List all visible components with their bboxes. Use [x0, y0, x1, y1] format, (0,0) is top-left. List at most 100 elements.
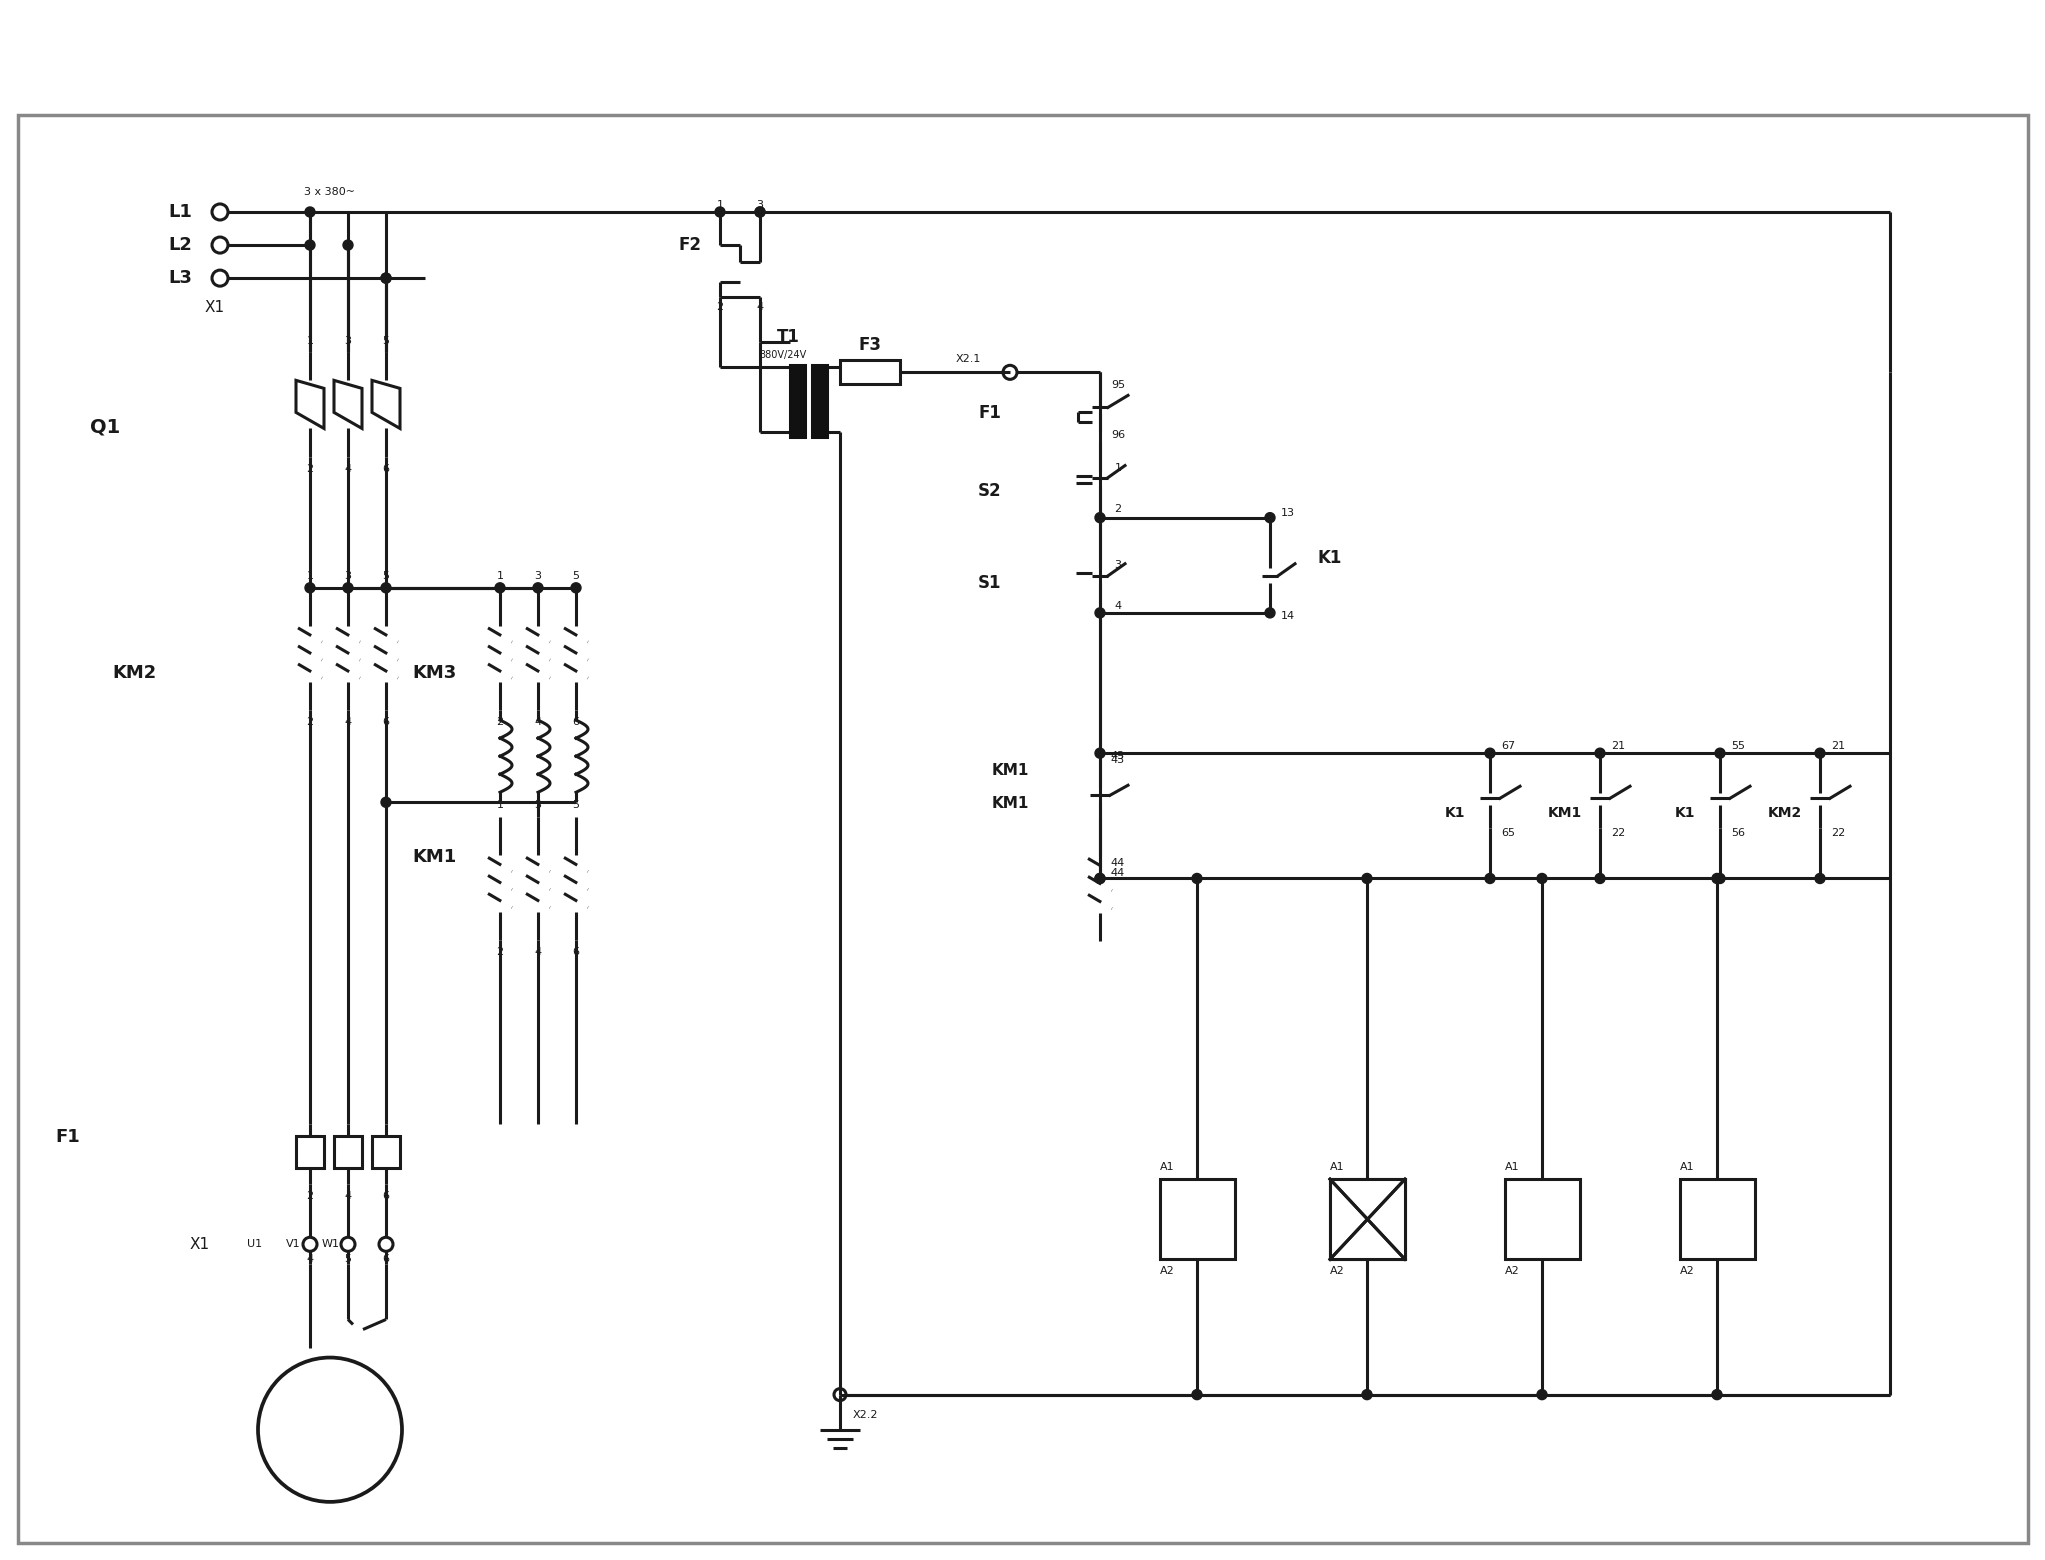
Text: 6: 6	[573, 947, 579, 956]
Text: L1: L1	[168, 203, 192, 222]
Text: 4: 4	[534, 718, 542, 727]
Circle shape	[1595, 749, 1605, 758]
Bar	[1160, 1179, 1235, 1259]
Text: 4: 4	[1115, 601, 1121, 612]
Text: 6: 6	[382, 1254, 389, 1264]
Text: A1: A1	[1160, 1162, 1174, 1172]
Bar	[1329, 1179, 1405, 1259]
Text: 2: 2	[497, 718, 503, 727]
Text: 21: 21	[1611, 741, 1626, 752]
Text: 65: 65	[1501, 828, 1515, 838]
Text: A2: A2	[1505, 1267, 1519, 1276]
Text: 1: 1	[497, 571, 503, 580]
Text: 4: 4	[344, 718, 352, 727]
Text: 5: 5	[573, 800, 579, 810]
Bar	[1681, 1179, 1755, 1259]
Circle shape	[1816, 874, 1824, 883]
Text: 1: 1	[1115, 463, 1121, 473]
Circle shape	[1595, 874, 1605, 883]
Text: 4: 4	[344, 463, 352, 474]
Text: KM1: KM1	[1699, 1212, 1734, 1226]
Circle shape	[1094, 749, 1104, 758]
Text: X1: X1	[190, 1237, 211, 1251]
Circle shape	[1266, 608, 1274, 618]
Bar	[372, 1136, 401, 1168]
Text: 5: 5	[382, 571, 389, 580]
Text: 4: 4	[757, 303, 763, 312]
Text: KM1: KM1	[992, 763, 1029, 778]
Text: 6: 6	[573, 718, 579, 727]
Text: 44: 44	[1110, 869, 1125, 878]
Text: 56: 56	[1730, 828, 1744, 838]
Text: 4: 4	[534, 947, 542, 956]
Text: A1: A1	[1329, 1162, 1346, 1172]
Text: 3: 3	[344, 337, 352, 346]
Bar	[297, 1136, 323, 1168]
Circle shape	[755, 207, 765, 217]
Circle shape	[344, 583, 354, 593]
Text: 5: 5	[573, 571, 579, 580]
Circle shape	[1538, 1390, 1546, 1399]
Text: A2: A2	[1681, 1267, 1695, 1276]
Circle shape	[380, 583, 391, 593]
Text: L2: L2	[168, 236, 192, 254]
Circle shape	[1266, 513, 1274, 523]
Circle shape	[380, 273, 391, 282]
Circle shape	[380, 797, 391, 808]
Circle shape	[1716, 749, 1726, 758]
Text: 55: 55	[1730, 741, 1744, 752]
Text: 5: 5	[382, 337, 389, 346]
Text: K1: K1	[1675, 807, 1695, 821]
Text: F1: F1	[55, 1128, 80, 1147]
Text: 1: 1	[716, 200, 724, 211]
Circle shape	[258, 1357, 403, 1502]
Circle shape	[305, 207, 315, 217]
Polygon shape	[333, 381, 362, 429]
Circle shape	[716, 207, 726, 217]
Text: K1: K1	[1356, 1212, 1376, 1226]
Polygon shape	[297, 381, 323, 429]
Text: S2: S2	[978, 482, 1002, 499]
Circle shape	[1094, 874, 1104, 883]
Bar	[333, 1136, 362, 1168]
Text: F3: F3	[859, 337, 881, 354]
Circle shape	[1192, 874, 1202, 883]
Circle shape	[380, 273, 391, 282]
Text: 2: 2	[307, 463, 313, 474]
Text: 2: 2	[1115, 504, 1121, 513]
Text: KM1: KM1	[1548, 807, 1583, 821]
Text: 3: 3	[534, 800, 542, 810]
Text: 380V/24V: 380V/24V	[759, 351, 806, 360]
Text: W1: W1	[321, 1239, 339, 1250]
Text: 3 x 380~: 3 x 380~	[305, 187, 356, 197]
Circle shape	[534, 583, 544, 593]
Bar	[1329, 1179, 1405, 1259]
Text: KM2: KM2	[1767, 807, 1802, 821]
Text: 3: 3	[1115, 560, 1121, 569]
Text: 6: 6	[382, 718, 389, 727]
Polygon shape	[372, 381, 401, 429]
Text: X2.1: X2.1	[955, 354, 982, 365]
Text: 22: 22	[1611, 828, 1626, 838]
Text: 3: 3	[534, 571, 542, 580]
Bar	[840, 360, 900, 384]
Text: 67: 67	[1501, 741, 1515, 752]
Text: 2: 2	[307, 1192, 313, 1201]
Circle shape	[305, 583, 315, 593]
Text: KM3: KM3	[413, 665, 458, 682]
Text: A1: A1	[1505, 1162, 1519, 1172]
Text: X1: X1	[204, 300, 225, 315]
Circle shape	[755, 207, 765, 217]
Text: 2: 2	[307, 718, 313, 727]
Bar	[812, 365, 826, 437]
Text: 21: 21	[1830, 741, 1845, 752]
Text: L3: L3	[168, 270, 192, 287]
Text: V1: V1	[286, 1239, 301, 1250]
Text: 6: 6	[382, 463, 389, 474]
Text: T1: T1	[777, 328, 800, 346]
Text: KM1: KM1	[992, 796, 1029, 811]
Text: 96: 96	[1110, 431, 1125, 440]
Text: 4: 4	[307, 1254, 313, 1264]
Text: S1: S1	[978, 574, 1002, 591]
Text: F2: F2	[679, 236, 701, 254]
